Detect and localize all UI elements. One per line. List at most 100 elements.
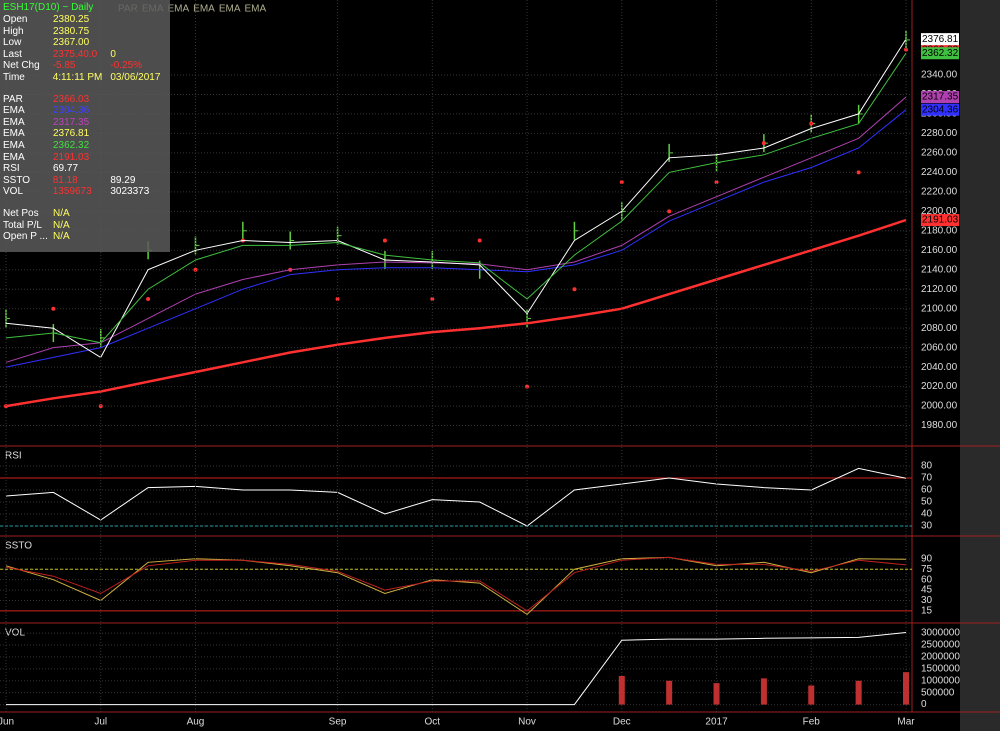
info-row: EMA 2376.81 bbox=[0, 128, 170, 140]
y-tick-label: 30 bbox=[921, 595, 933, 606]
info-row: EMA 2317.35 bbox=[0, 117, 170, 129]
x-tick-label: Mar bbox=[897, 717, 915, 728]
y-tick-label: 1000000 bbox=[921, 675, 960, 686]
info-value: 69.77 bbox=[53, 163, 79, 175]
info-value: N/A bbox=[53, 231, 70, 243]
info-row: Total P/L N/A bbox=[0, 220, 170, 232]
info-label: PAR bbox=[3, 93, 23, 105]
y-tick-label: 40 bbox=[921, 509, 933, 520]
y-tick-label: 15 bbox=[921, 606, 933, 617]
last-value-box bbox=[921, 91, 959, 104]
y-tick-label: 70 bbox=[921, 473, 933, 484]
info-row: Time 4:11:11 PM 03/06/2017 bbox=[0, 72, 170, 84]
info-row: RSI 69.77 bbox=[0, 163, 170, 175]
y-tick-label: 75 bbox=[921, 564, 933, 575]
last-value-box bbox=[921, 214, 959, 227]
info-value: -5.85 bbox=[52, 60, 76, 72]
info-value: 2366.03 bbox=[53, 93, 90, 105]
info-label: SSTO bbox=[3, 174, 31, 186]
info-label: EMA bbox=[3, 139, 25, 151]
last-value-label: 2376.81 bbox=[922, 34, 959, 45]
y-tick-label: 60 bbox=[921, 485, 933, 496]
info-value: 1359673 bbox=[52, 186, 92, 198]
last-value-label: 2304.36 bbox=[922, 104, 959, 115]
y-tick-label: 1500000 bbox=[921, 663, 960, 674]
y-tick-label: 2140.00 bbox=[921, 264, 958, 275]
volume-bar bbox=[713, 683, 720, 705]
y-tick-label: 2240.00 bbox=[921, 167, 958, 178]
x-tick-label: Aug bbox=[187, 717, 205, 728]
par-dot bbox=[904, 47, 908, 52]
par-dot bbox=[572, 287, 577, 292]
last-value-box bbox=[921, 33, 959, 46]
x-tick-label: 2017 bbox=[705, 717, 728, 728]
info-label: EMA bbox=[3, 128, 25, 140]
par-dot bbox=[477, 238, 482, 243]
y-tick-label: 80 bbox=[921, 461, 933, 472]
info-row: High 2380.75 bbox=[0, 26, 170, 38]
par-dot bbox=[714, 180, 719, 185]
info-value: 2376.81 bbox=[53, 128, 90, 140]
info-value: 81.18 bbox=[52, 174, 78, 186]
y-tick-label: 2040.00 bbox=[921, 362, 958, 373]
y-tick-label: 500000 bbox=[921, 687, 955, 698]
info-row: EMA 2362.32 bbox=[0, 140, 170, 152]
info-label: Time bbox=[3, 71, 25, 83]
legend-entry: EMA bbox=[193, 4, 215, 15]
info-value: 2380.25 bbox=[53, 14, 90, 25]
panel-title: SSTO bbox=[5, 541, 32, 552]
info-label: Open P ... bbox=[3, 231, 48, 243]
y-tick-label: 2280.00 bbox=[921, 128, 958, 139]
info-row: Last 2375.40.0 0 bbox=[0, 49, 170, 61]
info-row: Low 2367.00 bbox=[0, 37, 170, 49]
info-value: 2317.35 bbox=[53, 116, 90, 128]
volume-bar bbox=[855, 680, 862, 705]
info-value: 03/06/2017 bbox=[110, 71, 161, 83]
x-tick-label: Feb bbox=[803, 717, 821, 728]
info-label: EMA bbox=[3, 105, 25, 117]
y-tick-label: 2020.00 bbox=[921, 381, 958, 392]
x-tick-label: Nov bbox=[518, 717, 536, 728]
legend-entry: EMA bbox=[168, 4, 190, 15]
info-value: 3023373 bbox=[110, 186, 150, 198]
par-dot bbox=[98, 404, 103, 409]
par-dot bbox=[193, 267, 198, 272]
y-tick-label: 90 bbox=[921, 553, 933, 564]
y-tick-label: 2260.00 bbox=[921, 148, 958, 159]
y-tick-label: 2340.00 bbox=[921, 70, 958, 81]
y-tick-label: 50 bbox=[921, 497, 933, 508]
info-row: Open 2380.25 bbox=[0, 14, 170, 26]
info-row: Open P ... N/A bbox=[0, 231, 170, 243]
y-tick-label: 3000000 bbox=[921, 628, 960, 639]
info-label: Low bbox=[3, 37, 22, 49]
x-tick-label: Sep bbox=[329, 717, 347, 728]
info-value: -0.25% bbox=[110, 60, 143, 72]
y-tick-label: 2180.00 bbox=[921, 225, 958, 236]
series-line bbox=[5, 556, 907, 612]
info-group: Net Pos N/A Total P/L N/A Open P ... N/A bbox=[0, 208, 170, 243]
info-group: Open 2380.25 High 2380.75 Low 2367.00 Last 2375… bbox=[0, 14, 170, 84]
last-value-box bbox=[921, 47, 959, 60]
par-dot bbox=[51, 306, 56, 311]
par-dot bbox=[525, 384, 530, 389]
volume-bar bbox=[760, 678, 767, 705]
y-tick-label: 2000.00 bbox=[921, 401, 958, 412]
y-tick-label: 2220.00 bbox=[921, 186, 958, 197]
series-line bbox=[5, 52, 907, 344]
x-tick-label: Dec bbox=[613, 717, 631, 728]
last-value-box bbox=[921, 103, 959, 116]
info-value: 2380.75 bbox=[53, 25, 90, 37]
info-label: RSI bbox=[3, 163, 20, 175]
info-row: EMA 2191.03 bbox=[0, 152, 170, 164]
par-dot bbox=[382, 238, 387, 243]
y-tick-label: 30 bbox=[921, 521, 933, 532]
info-row: SSTO 81.18 89.29 bbox=[0, 175, 170, 187]
info-label: EMA bbox=[3, 116, 25, 128]
y-tick-label: 2160.00 bbox=[921, 245, 958, 256]
info-row: Net Pos N/A bbox=[0, 208, 170, 220]
y-tick-label: 2200.00 bbox=[921, 206, 958, 217]
legend-entry: EMA bbox=[245, 4, 267, 15]
y-tick-label: 2100.00 bbox=[921, 303, 958, 314]
info-value: 89.29 bbox=[110, 174, 136, 186]
